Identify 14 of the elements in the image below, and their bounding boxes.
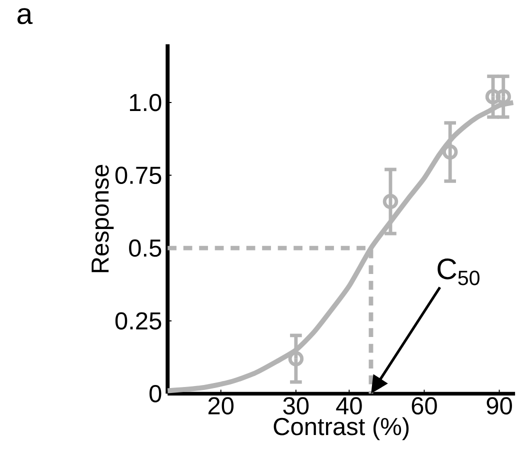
y-tick-label: 0 bbox=[150, 385, 162, 403]
x-tick-label: 60 bbox=[412, 397, 437, 415]
y-axis-title: Response bbox=[92, 165, 114, 272]
x-tick-label: 20 bbox=[208, 397, 234, 415]
x-tick-label: 90 bbox=[486, 397, 512, 415]
x-tick-label: 40 bbox=[336, 397, 362, 415]
x-axis-title: Contrast (%) bbox=[274, 418, 409, 440]
y-tick-label: 0.25 bbox=[115, 312, 162, 330]
x-tick-label: 30 bbox=[283, 397, 309, 415]
chart-title: a bbox=[17, 8, 33, 24]
y-tick-label: 0.75 bbox=[115, 166, 162, 184]
annotation: C$_{50}$ bbox=[438, 258, 480, 286]
y-tick-label: 1.0 bbox=[130, 94, 162, 112]
y-tick-label: 0.5 bbox=[129, 240, 162, 258]
